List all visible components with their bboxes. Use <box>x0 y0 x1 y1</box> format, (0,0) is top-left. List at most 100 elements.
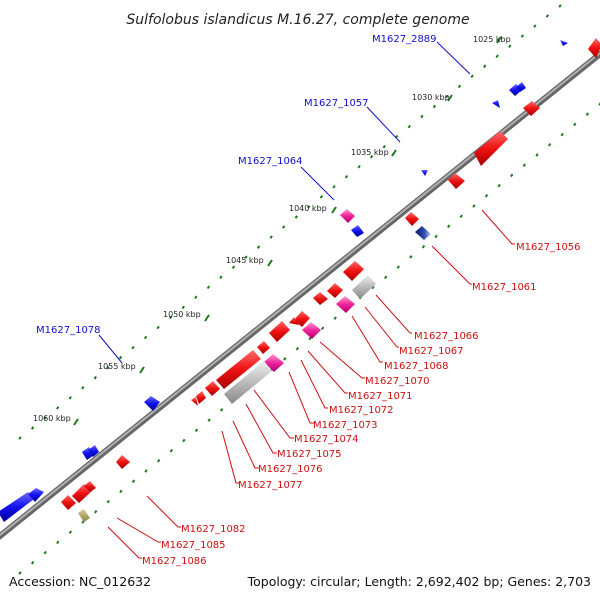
track-dot <box>119 489 123 494</box>
track-dot <box>307 205 311 209</box>
gene-arrow[interactable] <box>523 101 540 116</box>
track-dot <box>533 24 537 28</box>
gene-label[interactable]: M1627_1086 <box>142 556 207 567</box>
scale-label-1045: 1045 kbp <box>226 256 264 265</box>
gene-arrow[interactable] <box>294 311 310 327</box>
track-dot <box>30 561 35 565</box>
scale-tick-1030 <box>447 94 453 102</box>
track-guides <box>18 4 600 575</box>
gene-label[interactable]: M1627_1076 <box>258 464 323 475</box>
scale-tick-1055 <box>139 366 145 374</box>
gene-arrow[interactable] <box>340 209 355 223</box>
track-dot <box>357 164 361 169</box>
gene-label[interactable]: M1627_1068 <box>384 361 449 372</box>
gene-label[interactable]: M1627_1061 <box>472 282 537 293</box>
gene-label[interactable]: M1627_1075 <box>277 449 342 460</box>
track-dot <box>43 550 47 555</box>
gene-arrow[interactable] <box>61 495 76 510</box>
gene-arrow[interactable] <box>343 261 364 281</box>
track-dot <box>131 479 136 483</box>
gene-label[interactable]: M1627_1082 <box>181 524 246 535</box>
gene-arrow[interactable] <box>84 481 96 492</box>
gene-arrow[interactable] <box>516 82 526 92</box>
gene-arrow[interactable] <box>302 322 321 339</box>
track-dot <box>181 305 185 310</box>
scale-tick-1025 <box>496 36 502 44</box>
track-dot <box>118 355 123 360</box>
scale-label-1025: 1025 kbp <box>473 35 511 44</box>
track-dot <box>18 571 22 575</box>
gene-arrow[interactable] <box>116 455 130 469</box>
track-dot <box>420 114 424 119</box>
gene-arrow[interactable] <box>474 131 508 166</box>
gene-label[interactable]: M1627_1078 <box>36 325 101 336</box>
scale-tick-1040 <box>331 206 337 214</box>
track-dot <box>93 375 97 380</box>
gene-label[interactable]: M1627_2889 <box>372 34 437 45</box>
track-dot <box>94 510 98 514</box>
gene-arrow[interactable] <box>492 100 500 108</box>
gene-arrow[interactable] <box>88 445 99 457</box>
gene-arrow[interactable] <box>313 292 328 305</box>
track-dot <box>445 94 449 99</box>
gene-arrow[interactable] <box>448 173 465 189</box>
gene-arrow[interactable] <box>327 283 343 298</box>
track-dot <box>320 326 325 331</box>
track-dot <box>283 357 287 361</box>
scale-label-1040: 1040 kbp <box>289 204 327 213</box>
gene-arrow[interactable] <box>28 488 44 502</box>
gene-arrow[interactable] <box>205 381 220 396</box>
gene-arrow[interactable] <box>224 361 272 404</box>
gene-arrow[interactable] <box>144 396 160 411</box>
track-dot <box>308 336 312 341</box>
gene-label[interactable]: M1627_1067 <box>399 346 464 357</box>
gene-arrow[interactable] <box>196 391 206 404</box>
track-dot <box>43 416 47 420</box>
track-dot <box>369 154 374 159</box>
gene-arrow[interactable] <box>421 170 428 176</box>
gene-arrow[interactable] <box>336 296 355 313</box>
map-title: Sulfolobus islandicus M.16.27, complete … <box>126 12 469 28</box>
gene-arrow[interactable] <box>405 212 419 226</box>
track-dot <box>535 153 539 157</box>
gene-arrow[interactable] <box>289 317 299 325</box>
gene-arrow[interactable] <box>257 341 270 354</box>
gene-arrow[interactable] <box>352 275 376 299</box>
gene-label[interactable]: M1627_1073 <box>313 420 378 431</box>
gene-arrow[interactable] <box>351 225 364 237</box>
gene-label[interactable]: M1627_1064 <box>238 156 303 167</box>
gene-arrow[interactable] <box>560 40 568 46</box>
track-dot <box>457 84 462 89</box>
track-dot <box>81 386 85 390</box>
gene-arrow[interactable] <box>269 321 290 342</box>
track-dot <box>207 418 211 422</box>
gene-label[interactable]: M1627_1056 <box>516 242 581 253</box>
gene-label[interactable]: M1627_1072 <box>329 405 394 416</box>
track-dot <box>56 406 60 410</box>
gene-arrow[interactable] <box>216 350 261 389</box>
track-dot <box>382 144 386 149</box>
gene-arrow[interactable] <box>588 38 600 58</box>
gene-label[interactable]: M1627_1057 <box>304 98 369 109</box>
gene-arrow[interactable] <box>0 492 34 522</box>
track-dot <box>409 255 413 259</box>
track-dot <box>407 124 411 129</box>
track-dot <box>396 265 400 269</box>
gene-label[interactable]: M1627_1071 <box>348 391 413 402</box>
gene-arrow[interactable] <box>415 226 431 240</box>
gene-label[interactable]: M1627_1074 <box>294 434 359 445</box>
gene-arrow[interactable] <box>78 509 90 522</box>
track-dot <box>371 285 375 290</box>
gene-label[interactable]: M1627_1085 <box>161 540 226 551</box>
track-dot <box>18 436 22 440</box>
track-dot <box>520 34 524 38</box>
gene-label[interactable]: M1627_1077 <box>238 480 303 491</box>
gene-arrow[interactable] <box>191 397 198 406</box>
track-dot <box>585 112 590 116</box>
track-dot <box>472 204 476 208</box>
track-dot <box>219 275 223 280</box>
gene-label[interactable]: M1627_1070 <box>365 376 430 387</box>
gene-arrow[interactable] <box>264 354 284 372</box>
gene-label[interactable]: M1627_1066 <box>414 331 479 342</box>
